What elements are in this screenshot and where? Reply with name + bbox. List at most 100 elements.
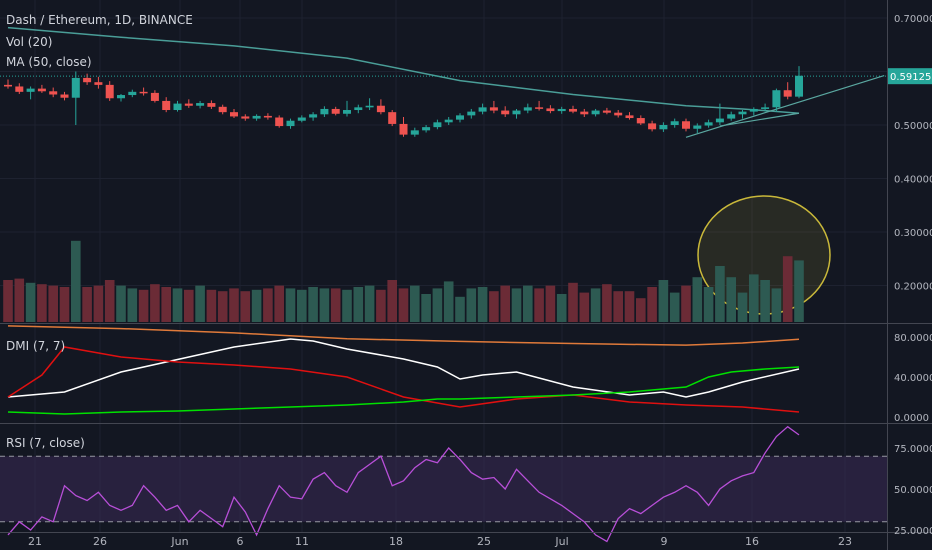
candle-body — [286, 120, 295, 127]
dmi-tick-label: 40.0000 — [894, 373, 932, 384]
volume-bar — [240, 291, 251, 322]
rsi-tick-label: 50.0000 — [894, 485, 932, 496]
candle-body — [591, 110, 600, 115]
candle-body — [546, 108, 555, 112]
volume-bar — [150, 284, 160, 322]
candle-body — [478, 107, 487, 112]
volume-bar — [692, 277, 703, 322]
volume-bar — [353, 287, 364, 322]
candle-body — [410, 130, 419, 135]
candle-body — [772, 90, 781, 108]
rsi-polyline — [7, 425, 800, 543]
volume-bar — [624, 291, 635, 322]
candle-body — [83, 77, 92, 83]
candle-body — [512, 110, 521, 115]
volume-bar — [782, 256, 793, 322]
candle-body — [173, 103, 182, 111]
dmi-tick-label: 0.0000 — [894, 413, 929, 424]
volume-bar — [71, 240, 81, 322]
candle-body — [331, 108, 340, 114]
volume-bar — [556, 294, 567, 322]
candle-body — [783, 90, 792, 97]
candle-body — [569, 108, 577, 112]
volume-bar — [771, 288, 782, 322]
volume-bar — [229, 288, 239, 322]
x-tick-label: 16 — [745, 535, 759, 548]
candle-body — [105, 84, 114, 99]
volume-bar — [59, 287, 70, 322]
volume-bar — [511, 288, 522, 322]
volume-bar — [184, 289, 194, 322]
volume-bar — [794, 260, 804, 322]
candle-body — [275, 117, 284, 127]
candle-body — [602, 110, 611, 113]
dmi-adx-line — [7, 338, 800, 398]
volume-bar — [579, 292, 590, 322]
volume-bar — [342, 289, 352, 322]
candle-body — [693, 125, 702, 129]
volume-bar — [500, 285, 510, 322]
x-tick-label: 6 — [237, 535, 244, 548]
trendline-0 — [685, 75, 885, 138]
candle-body — [648, 123, 657, 130]
candle-body — [297, 117, 306, 121]
x-tick-label: Jun — [170, 535, 188, 548]
volume-bar — [138, 289, 149, 322]
candle-body — [162, 100, 171, 111]
dmi-lines — [7, 338, 800, 415]
volume-bar — [308, 287, 318, 322]
volume-bars — [3, 240, 804, 322]
dmi-tick-label: 80.0000 — [894, 333, 932, 344]
volume-bar — [161, 287, 171, 322]
candle-body — [309, 114, 318, 118]
trendline-1 — [719, 112, 800, 127]
x-tick-label: 21 — [28, 535, 42, 548]
volume-bar — [319, 288, 330, 322]
rsi-tick-label: 75.0000 — [894, 444, 932, 455]
rsi-band — [0, 456, 887, 522]
candle-body — [263, 115, 272, 118]
candle-body — [376, 105, 385, 113]
price-tick-label: 0.40000 — [894, 175, 932, 186]
volume-bar — [760, 280, 770, 322]
volume-bar — [104, 280, 115, 322]
candle-body — [636, 118, 645, 124]
volume-bar — [82, 287, 92, 322]
volume-bar — [330, 288, 341, 322]
candle-body — [761, 107, 770, 109]
candle-body — [4, 84, 12, 87]
x-tick-label: 18 — [389, 535, 403, 548]
ma-label: MA (50, close) — [6, 55, 92, 69]
candle-body — [715, 118, 724, 123]
candle-body — [184, 103, 193, 106]
candle-body — [365, 105, 374, 108]
candle-body — [320, 108, 329, 115]
candle-body — [60, 94, 69, 98]
price-tick-label: 0.30000 — [894, 228, 932, 239]
candle-body — [343, 110, 351, 114]
candle-body — [117, 95, 125, 99]
candle-body — [150, 92, 159, 101]
volume-bar — [387, 280, 397, 322]
rsi-line — [0, 425, 887, 543]
volume-bar — [568, 282, 578, 322]
dmi-minus-line — [7, 346, 800, 413]
candle-body — [738, 111, 747, 115]
candle-body — [399, 123, 408, 135]
price-tick-label: 0.50000 — [894, 121, 932, 132]
candle-body — [241, 116, 250, 119]
last-price-badge: 0.59125 — [888, 68, 932, 85]
volume-bar — [206, 289, 217, 322]
candle-body — [682, 121, 690, 129]
candle-body — [71, 77, 80, 98]
volume-bar — [251, 289, 262, 322]
volume-bar — [48, 285, 58, 322]
volume-bar — [217, 291, 228, 322]
candlesticks — [0, 66, 887, 137]
candle-body — [625, 115, 634, 119]
volume-bar — [477, 287, 488, 322]
volume-bar — [172, 288, 183, 322]
last-price-badge-bg — [888, 68, 932, 85]
